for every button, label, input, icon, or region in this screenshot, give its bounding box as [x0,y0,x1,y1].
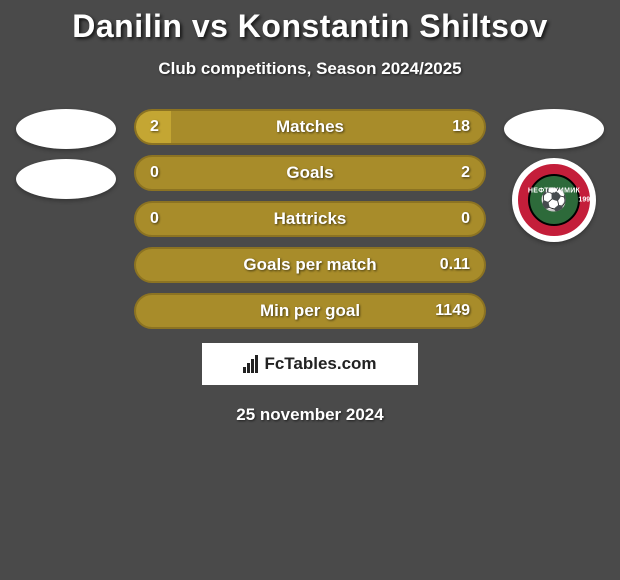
stat-label: Min per goal [186,301,434,321]
stat-label: Hattricks [186,209,434,229]
crest-label: НЕФТЕХИМИК [528,188,580,195]
stat-bar: Goals per match0.11 [134,247,486,283]
player-badge [16,109,116,149]
stat-right-value: 1149 [434,302,484,320]
stat-right-value: 0 [434,210,484,228]
stat-bar: 0Goals2 [134,155,486,191]
page-subtitle: Club competitions, Season 2024/2025 [0,59,620,79]
stats-column: 2Matches180Goals20Hattricks0Goals per ma… [126,109,494,329]
stat-label: Matches [186,117,434,137]
stat-bar: 2Matches18 [134,109,486,145]
crest-year: 1991 [578,197,594,204]
infographic-container: Danilin vs Konstantin Shiltsov Club comp… [0,0,620,425]
date-label: 25 november 2024 [0,405,620,425]
stat-left-value: 0 [136,210,186,228]
player-badge [504,109,604,149]
stat-bar: 0Hattricks0 [134,201,486,237]
stat-label: Goals [186,163,434,183]
crest-inner: ⚽ [528,174,580,226]
page-title: Danilin vs Konstantin Shiltsov [0,8,620,45]
player-badge [16,159,116,199]
right-player-column: ⚽ НЕФТЕХИМИК 1991 [494,109,614,329]
stat-left-value: 2 [136,118,186,136]
stat-right-value: 18 [434,118,484,136]
bar-chart-icon [243,355,258,373]
stat-bar: Min per goal1149 [134,293,486,329]
content-row: 2Matches180Goals20Hattricks0Goals per ma… [0,109,620,329]
watermark-text: FcTables.com [264,354,376,374]
stat-label: Goals per match [186,255,434,275]
stat-right-value: 2 [434,164,484,182]
stat-left-value: 0 [136,164,186,182]
stat-right-value: 0.11 [434,256,484,274]
club-crest: ⚽ НЕФТЕХИМИК 1991 [504,155,604,245]
watermark: FcTables.com [202,343,418,385]
left-player-column [6,109,126,329]
